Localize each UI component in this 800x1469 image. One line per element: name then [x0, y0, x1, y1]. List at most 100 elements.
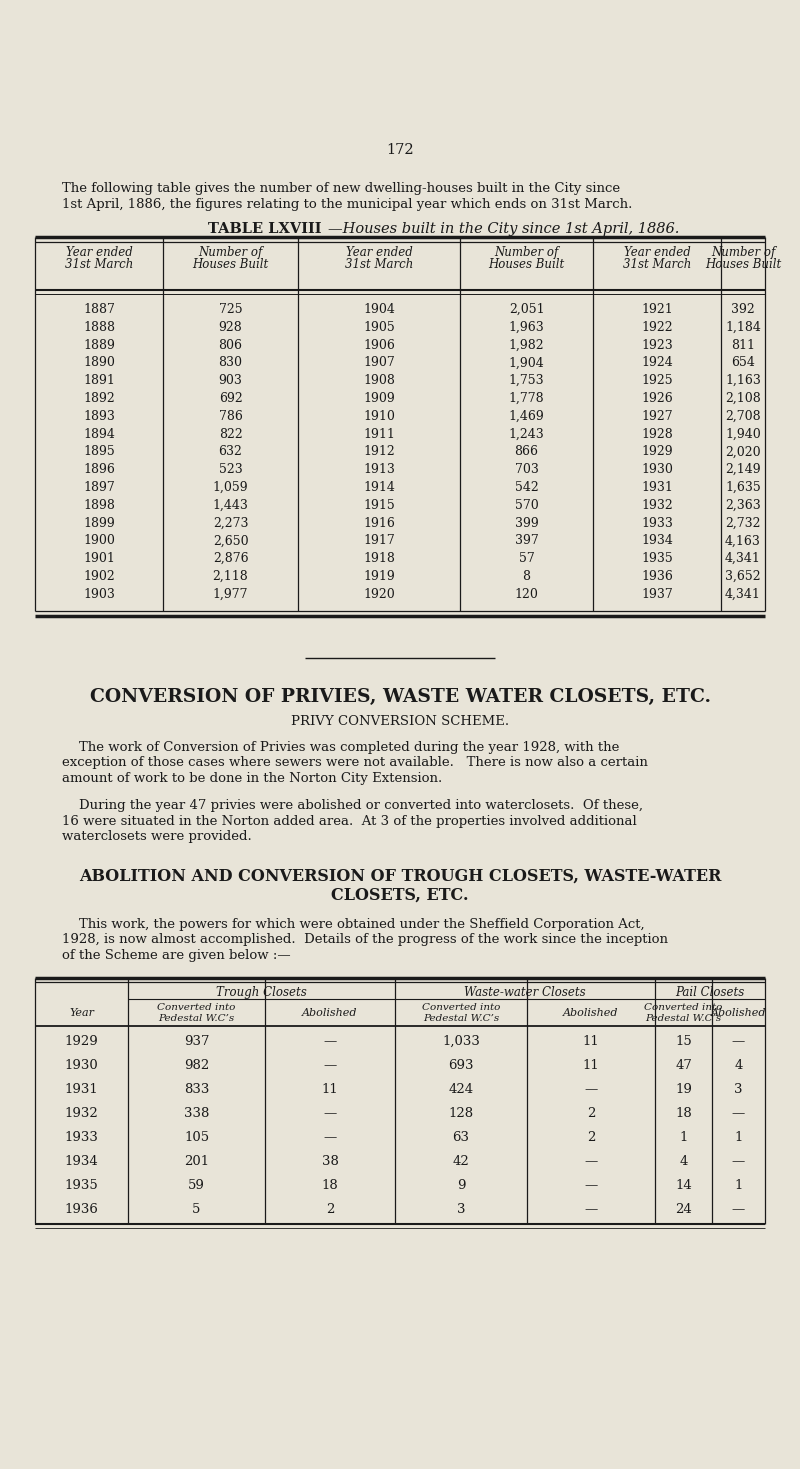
- Text: 5: 5: [192, 1203, 201, 1216]
- Text: Houses Built: Houses Built: [488, 259, 565, 270]
- Text: 19: 19: [675, 1083, 692, 1096]
- Text: 1,753: 1,753: [509, 375, 544, 388]
- Text: 424: 424: [449, 1083, 474, 1096]
- Text: 2: 2: [326, 1203, 334, 1216]
- Text: of the Scheme are given below :—: of the Scheme are given below :—: [62, 949, 290, 962]
- Text: 811: 811: [731, 338, 755, 351]
- Text: 1887: 1887: [83, 303, 115, 316]
- Text: Number of: Number of: [494, 245, 558, 259]
- Text: 1906: 1906: [363, 338, 395, 351]
- Text: —: —: [323, 1059, 337, 1072]
- Text: 11: 11: [322, 1083, 338, 1096]
- Text: 1,940: 1,940: [725, 427, 761, 441]
- Text: 1930: 1930: [65, 1059, 98, 1072]
- Text: Converted into: Converted into: [644, 1003, 722, 1012]
- Text: 1902: 1902: [83, 570, 115, 583]
- Text: 1909: 1909: [363, 392, 395, 405]
- Text: Converted into: Converted into: [422, 1003, 500, 1012]
- Text: 1891: 1891: [83, 375, 115, 388]
- Text: 1,778: 1,778: [509, 392, 544, 405]
- Text: 42: 42: [453, 1155, 470, 1168]
- Text: 1911: 1911: [363, 427, 395, 441]
- Text: 1916: 1916: [363, 517, 395, 530]
- Text: 822: 822: [218, 427, 242, 441]
- Text: The following table gives the number of new dwelling-houses built in the City si: The following table gives the number of …: [62, 182, 620, 195]
- Text: 1: 1: [679, 1131, 688, 1144]
- Text: 903: 903: [218, 375, 242, 388]
- Text: Pedestal W.C’s: Pedestal W.C’s: [423, 1014, 499, 1022]
- Text: 1932: 1932: [641, 499, 673, 511]
- Text: This work, the powers for which were obtained under the Sheffield Corporation Ac: This work, the powers for which were obt…: [62, 918, 645, 930]
- Text: 399: 399: [514, 517, 538, 530]
- Text: Abolished: Abolished: [302, 1008, 358, 1018]
- Text: Year ended: Year ended: [346, 245, 412, 259]
- Text: 1929: 1929: [641, 445, 673, 458]
- Text: 9: 9: [457, 1180, 466, 1193]
- Text: 2: 2: [587, 1108, 595, 1119]
- Text: 31st March: 31st March: [345, 259, 413, 270]
- Text: 1918: 1918: [363, 552, 395, 566]
- Text: 2: 2: [587, 1131, 595, 1144]
- Text: 1899: 1899: [83, 517, 115, 530]
- Text: 1904: 1904: [363, 303, 395, 316]
- Text: 397: 397: [514, 535, 538, 548]
- Text: —Houses built in the City since 1st April, 1886.: —Houses built in the City since 1st Apri…: [328, 222, 679, 237]
- Text: 2,020: 2,020: [725, 445, 761, 458]
- Text: 3,652: 3,652: [725, 570, 761, 583]
- Text: Houses Built: Houses Built: [705, 259, 781, 270]
- Text: 1,963: 1,963: [509, 320, 544, 333]
- Text: 632: 632: [218, 445, 242, 458]
- Text: —: —: [732, 1155, 745, 1168]
- Text: 18: 18: [675, 1108, 692, 1119]
- Text: 3: 3: [734, 1083, 742, 1096]
- Text: 1928, is now almost accomplished.  Details of the progress of the work since the: 1928, is now almost accomplished. Detail…: [62, 933, 668, 946]
- Text: Year ended: Year ended: [66, 245, 132, 259]
- Text: —: —: [584, 1155, 598, 1168]
- Text: 11: 11: [582, 1036, 599, 1047]
- Text: —: —: [323, 1131, 337, 1144]
- Text: 1920: 1920: [363, 588, 395, 601]
- Text: TABLE LXVIII: TABLE LXVIII: [208, 222, 322, 237]
- Text: 2,876: 2,876: [213, 552, 248, 566]
- Text: 38: 38: [322, 1155, 338, 1168]
- Text: 3: 3: [457, 1203, 466, 1216]
- Text: 806: 806: [218, 338, 242, 351]
- Text: 4,341: 4,341: [725, 588, 761, 601]
- Text: 4: 4: [734, 1059, 742, 1072]
- Text: During the year 47 privies were abolished or converted into waterclosets.  Of th: During the year 47 privies were abolishe…: [62, 799, 643, 812]
- Text: 1931: 1931: [641, 480, 673, 494]
- Text: Number of: Number of: [711, 245, 775, 259]
- Text: 57: 57: [518, 552, 534, 566]
- Text: 1933: 1933: [65, 1131, 98, 1144]
- Text: 2,363: 2,363: [725, 499, 761, 511]
- Text: 1890: 1890: [83, 357, 115, 369]
- Text: 1935: 1935: [65, 1180, 98, 1193]
- Text: 1888: 1888: [83, 320, 115, 333]
- Text: 1925: 1925: [641, 375, 673, 388]
- Text: 1897: 1897: [83, 480, 115, 494]
- Text: 1935: 1935: [641, 552, 673, 566]
- Text: 1913: 1913: [363, 463, 395, 476]
- Text: 172: 172: [386, 142, 414, 157]
- Text: —: —: [584, 1203, 598, 1216]
- Text: 1914: 1914: [363, 480, 395, 494]
- Text: 1901: 1901: [83, 552, 115, 566]
- Text: 2,149: 2,149: [725, 463, 761, 476]
- Text: 1919: 1919: [363, 570, 395, 583]
- Text: CLOSETS, ETC.: CLOSETS, ETC.: [331, 887, 469, 903]
- Text: 2,051: 2,051: [509, 303, 544, 316]
- Text: Year: Year: [69, 1008, 94, 1018]
- Text: 982: 982: [184, 1059, 209, 1072]
- Text: 570: 570: [514, 499, 538, 511]
- Text: 1903: 1903: [83, 588, 115, 601]
- Text: 1917: 1917: [363, 535, 395, 548]
- Text: 937: 937: [184, 1036, 210, 1047]
- Text: The work of Conversion of Privies was completed during the year 1928, with the: The work of Conversion of Privies was co…: [62, 740, 619, 754]
- Text: 703: 703: [514, 463, 538, 476]
- Text: 1924: 1924: [641, 357, 673, 369]
- Text: 1898: 1898: [83, 499, 115, 511]
- Text: 1933: 1933: [641, 517, 673, 530]
- Text: 2,732: 2,732: [726, 517, 761, 530]
- Text: —: —: [732, 1108, 745, 1119]
- Text: 1889: 1889: [83, 338, 115, 351]
